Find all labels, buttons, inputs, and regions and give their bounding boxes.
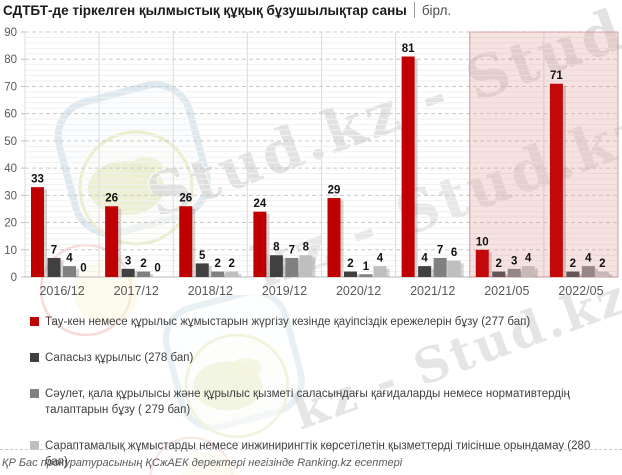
- y-axis-tick-label: 10: [4, 245, 17, 257]
- x-axis-category-label: 2018/12: [188, 284, 233, 298]
- legend-item-279: Сәулет, қала құрылысы және құрылыс қызме…: [30, 386, 610, 418]
- chart-title-text: СДТБТ-де тіркелген қылмыстық құқық бұзуш…: [3, 2, 407, 18]
- bar: [433, 257, 447, 277]
- y-axis-tick-label: 50: [4, 136, 17, 148]
- bar-value-label: 2: [229, 258, 235, 270]
- bar-value-label: 3: [125, 255, 131, 267]
- bar: [401, 56, 415, 277]
- bar: [373, 266, 387, 277]
- bar: [418, 266, 432, 277]
- bar-value-label: 0: [154, 263, 160, 275]
- source-note-text: ҚР Бас прокуратурасының ҚСжАЕК деректері…: [2, 457, 403, 469]
- bar: [285, 257, 299, 277]
- x-axis-category-label: 2021/12: [410, 284, 455, 298]
- x-axis-category-label: 2021/05: [484, 284, 529, 298]
- x-axis-category-label: 2020/12: [336, 284, 381, 298]
- bar: [299, 255, 313, 277]
- bar: [359, 274, 373, 277]
- y-axis-tick-label: 0: [11, 272, 17, 284]
- bar: [269, 255, 283, 277]
- y-axis-tick-label: 90: [4, 27, 17, 39]
- bar-value-label: 26: [179, 193, 192, 205]
- chart-unit-label: бірл.: [421, 2, 452, 18]
- bar: [63, 266, 76, 277]
- bar: [566, 271, 580, 277]
- bar: [211, 271, 225, 277]
- chart-title: СДТБТ-де тіркелген қылмыстық құқық бұзуш…: [3, 2, 451, 18]
- bar: [225, 271, 239, 277]
- bar: [179, 206, 193, 277]
- legend-swatch-279: [30, 389, 39, 399]
- bar-value-label: 2: [140, 258, 146, 270]
- bar-value-label: 2: [496, 258, 502, 270]
- bar: [595, 271, 609, 277]
- legend-swatch-280: [30, 441, 39, 451]
- bar-value-label: 4: [377, 253, 384, 265]
- bar-value-label: 2: [347, 258, 353, 270]
- highlight-region: [469, 31, 619, 278]
- bar-value-label: 4: [525, 253, 532, 265]
- bar: [137, 271, 151, 277]
- y-axis-tick-label: 60: [4, 109, 17, 121]
- x-axis-category-label: 2017/12: [114, 284, 159, 298]
- bar: [253, 211, 267, 277]
- legend-swatch-277: [30, 317, 39, 326]
- bar: [195, 263, 209, 277]
- y-axis-tick-label: 80: [4, 54, 17, 66]
- bar: [105, 206, 119, 277]
- bar-value-label: 24: [253, 198, 266, 210]
- y-axis-tick-label: 20: [4, 218, 17, 230]
- bar-value-label: 0: [80, 263, 86, 275]
- bar: [521, 266, 535, 277]
- bar-value-label: 1: [363, 261, 370, 273]
- bar-value-label: 2: [570, 258, 576, 270]
- bar-value-label: 7: [289, 244, 295, 256]
- bar-value-label: 8: [273, 242, 280, 254]
- source-note: ҚР Бас прокуратурасының ҚСжАЕК деректері…: [0, 449, 622, 471]
- legend-label-279: Сәулет, қала құрылысы және құрылыс қызме…: [45, 388, 570, 417]
- bar-value-label: 4: [421, 253, 428, 265]
- bar-value-label: 29: [328, 185, 341, 197]
- bar: [549, 83, 563, 277]
- bar-value-label: 7: [51, 244, 57, 256]
- bar-value-label: 5: [199, 250, 206, 262]
- bar-value-label: 71: [550, 70, 563, 82]
- bar: [31, 187, 44, 277]
- x-axis-category-label: 2022/05: [558, 284, 603, 298]
- bar: [581, 266, 595, 277]
- bar: [475, 249, 489, 277]
- bar: [121, 268, 135, 277]
- bar: [507, 268, 521, 277]
- bar-value-label: 81: [402, 43, 415, 55]
- legend-item-277: Тау-кен немесе құрылыс жұмыстарын жүргіз…: [30, 314, 610, 330]
- bar: [344, 271, 357, 277]
- bar: [47, 257, 61, 277]
- bar-value-label: 2: [215, 258, 221, 270]
- x-axis-category-label: 2016/12: [39, 284, 84, 298]
- y-axis-tick-label: 30: [4, 190, 17, 202]
- bar-value-label: 26: [105, 193, 118, 205]
- title-divider: [413, 2, 415, 18]
- bar: [327, 198, 341, 277]
- bar-value-label: 6: [451, 247, 457, 259]
- bar-value-label: 10: [476, 236, 489, 248]
- legend-label-278: Сапасыз құрылыс (278 бап): [45, 352, 194, 365]
- bar-value-label: 4: [66, 253, 73, 265]
- bar-value-label: 33: [31, 174, 44, 186]
- bar-value-label: 8: [303, 242, 310, 254]
- bar-value-label: 4: [585, 253, 592, 265]
- bar: [447, 260, 461, 277]
- bar: [492, 271, 506, 277]
- legend-label-277: Тау-кен немесе құрылыс жұмыстарын жүргіз…: [45, 316, 531, 328]
- legend-item-278: Сапасыз құрылыс (278 бап): [30, 350, 610, 366]
- legend-swatch-278: [30, 353, 39, 363]
- bar-value-label: 3: [511, 255, 517, 267]
- x-axis-category-label: 2019/12: [262, 284, 307, 298]
- bar-value-label: 2: [599, 258, 605, 270]
- y-axis-tick-label: 70: [4, 81, 17, 93]
- bar-value-label: 7: [437, 244, 443, 256]
- y-axis-tick-label: 40: [4, 163, 17, 175]
